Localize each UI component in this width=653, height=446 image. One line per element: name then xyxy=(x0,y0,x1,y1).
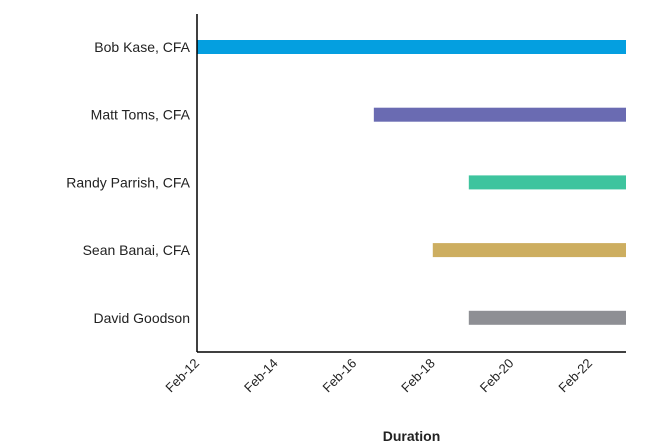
x-axis-title: Duration xyxy=(383,428,441,444)
bars-layer xyxy=(197,40,626,325)
x-tick-label-5: Feb-22 xyxy=(555,356,595,396)
x-tick-label-3: Feb-18 xyxy=(398,356,438,396)
y-label-3: Sean Banai, CFA xyxy=(83,242,191,258)
x-tick-label-2: Feb-16 xyxy=(320,356,360,396)
bar-2 xyxy=(468,175,626,190)
bar-3 xyxy=(432,243,626,258)
x-axis-ticks: Feb-12 Feb-14 Feb-16 Feb-18 Feb-20 Feb-22 xyxy=(162,356,595,396)
bar-1 xyxy=(373,107,626,122)
bar-0 xyxy=(197,40,626,54)
y-label-1: Matt Toms, CFA xyxy=(91,107,191,123)
bar-4 xyxy=(468,310,626,325)
x-tick-label-1: Feb-14 xyxy=(241,356,281,396)
y-label-4: David Goodson xyxy=(93,310,190,326)
x-tick-label-0: Feb-12 xyxy=(162,356,202,396)
y-label-2: Randy Parrish, CFA xyxy=(66,174,190,190)
y-label-0: Bob Kase, CFA xyxy=(94,39,190,55)
x-tick-label-4: Feb-20 xyxy=(477,356,517,396)
y-axis-labels: Bob Kase, CFA Matt Toms, CFA Randy Parrish… xyxy=(66,39,190,326)
